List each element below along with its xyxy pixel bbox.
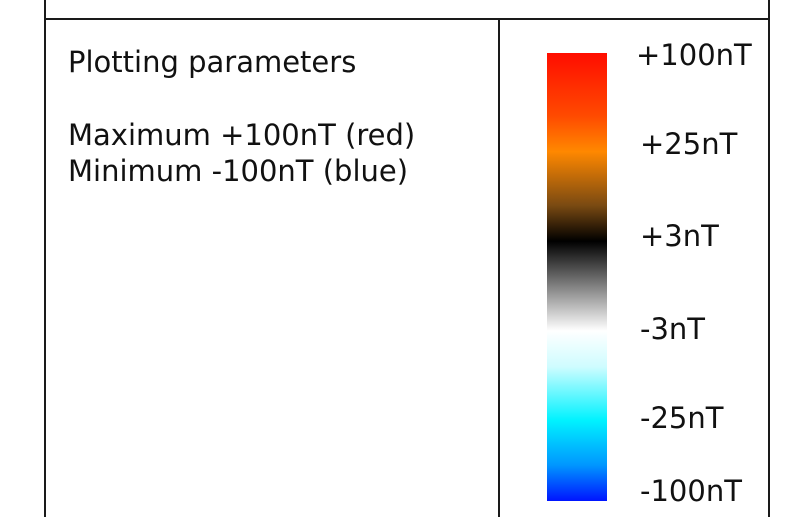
table-top-divider <box>44 18 770 20</box>
plotting-parameters-panel: Plotting parameters Maximum +100nT (red)… <box>68 44 488 189</box>
scale-label-plus-3: +3nT <box>640 219 719 253</box>
plotting-parameters-title: Plotting parameters <box>68 45 357 79</box>
scale-label-minus-25: -25nT <box>640 401 724 435</box>
maximum-parameter: Maximum +100nT (red) <box>68 118 416 152</box>
color-scale-gradient <box>547 53 607 501</box>
scale-label-plus-100: +100nT <box>636 38 752 72</box>
scale-label-plus-25: +25nT <box>640 127 738 161</box>
scale-label-minus-3: -3nT <box>640 312 706 346</box>
scale-label-minus-100: -100nT <box>640 474 742 508</box>
minimum-parameter: Minimum -100nT (blue) <box>68 154 409 188</box>
column-divider <box>498 18 500 517</box>
color-scale-bar <box>547 53 607 501</box>
table-frame <box>44 0 770 517</box>
